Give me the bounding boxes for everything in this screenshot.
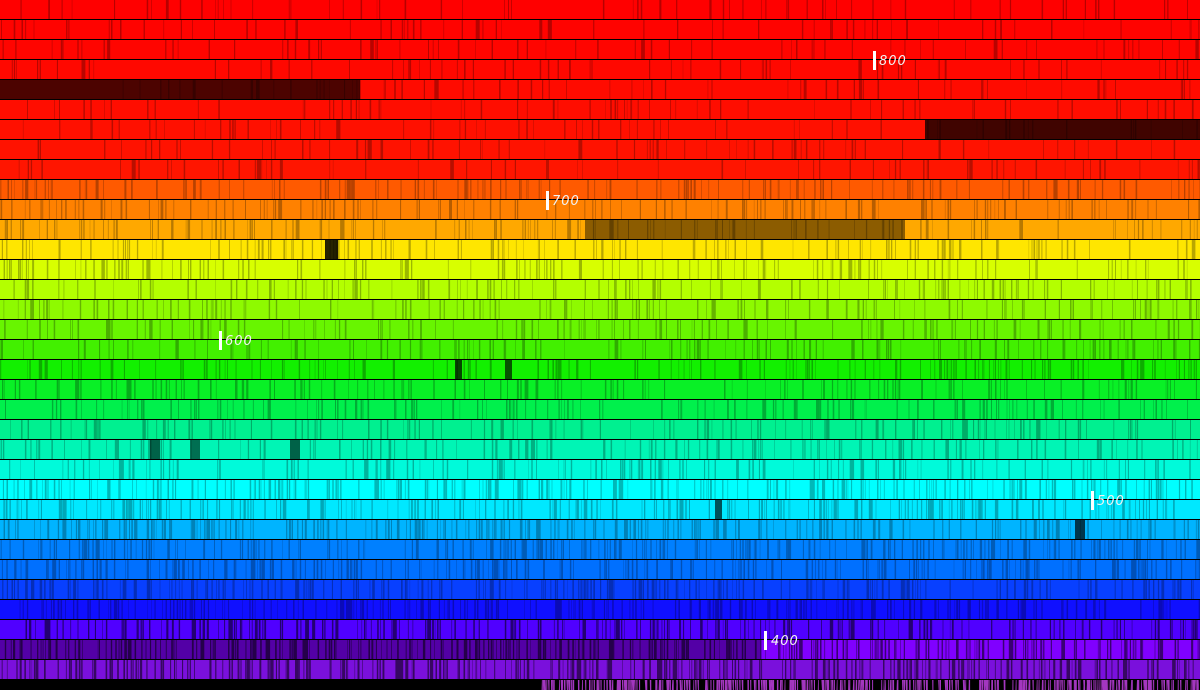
spectrum-row <box>0 0 1200 19</box>
spectrum-row <box>0 560 1200 579</box>
spectrum-row <box>0 680 1200 690</box>
spectrum-row <box>0 500 1200 519</box>
absorption-band <box>150 440 160 459</box>
marker-700-label: 700 <box>552 194 580 209</box>
absorption-band <box>0 640 760 659</box>
spectrum-row <box>0 520 1200 539</box>
spectrum-row <box>0 340 1200 359</box>
spectrum-row <box>0 460 1200 479</box>
spectrum-row <box>0 400 1200 419</box>
spectrum-row <box>0 320 1200 339</box>
spectrum-row <box>0 620 1200 639</box>
spectrum-row <box>0 20 1200 39</box>
spectrum-row <box>0 200 1200 219</box>
marker-600-label: 600 <box>225 334 253 349</box>
absorption-band <box>715 500 722 519</box>
absorption-band <box>325 240 338 259</box>
spectrum-row <box>0 420 1200 439</box>
marker-600: 600 <box>219 331 253 350</box>
spectrum-row <box>0 360 1200 379</box>
absorption-band <box>190 440 200 459</box>
marker-400: 400 <box>764 631 799 650</box>
spectrum-row <box>0 480 1200 499</box>
spectrum-row <box>0 300 1200 319</box>
spectrum-row <box>0 240 1200 259</box>
marker-800-label: 800 <box>879 54 907 69</box>
spectrum-row <box>0 660 1200 679</box>
absorption-band <box>455 360 462 379</box>
absorption-band <box>1075 520 1085 539</box>
spectrum-row <box>0 160 1200 179</box>
spectrum-row <box>0 40 1200 59</box>
spectrum-row <box>0 540 1200 559</box>
spectrum-row <box>0 140 1200 159</box>
absorption-band <box>585 220 905 239</box>
spectrum-row <box>0 120 1200 139</box>
spectrum-row <box>0 100 1200 119</box>
spectrum-row <box>0 180 1200 199</box>
marker-400-label: 400 <box>771 634 799 649</box>
spectrum-row <box>0 640 1200 659</box>
marker-500-label: 500 <box>1097 494 1125 509</box>
spectrum-row <box>0 60 1200 79</box>
spectrum-row <box>0 580 1200 599</box>
spectrum-row <box>0 600 1200 619</box>
spectrum-row <box>0 280 1200 299</box>
absorption-band <box>505 360 512 379</box>
spectrum-row <box>0 380 1200 399</box>
spectrum-row <box>0 220 1200 239</box>
absorption-band <box>0 80 360 99</box>
absorption-band <box>925 120 1200 139</box>
absorption-band <box>290 440 300 459</box>
marker-700: 700 <box>546 191 580 210</box>
marker-500: 500 <box>1091 491 1125 510</box>
marker-800: 800 <box>873 51 907 70</box>
spectrum-row <box>0 260 1200 279</box>
